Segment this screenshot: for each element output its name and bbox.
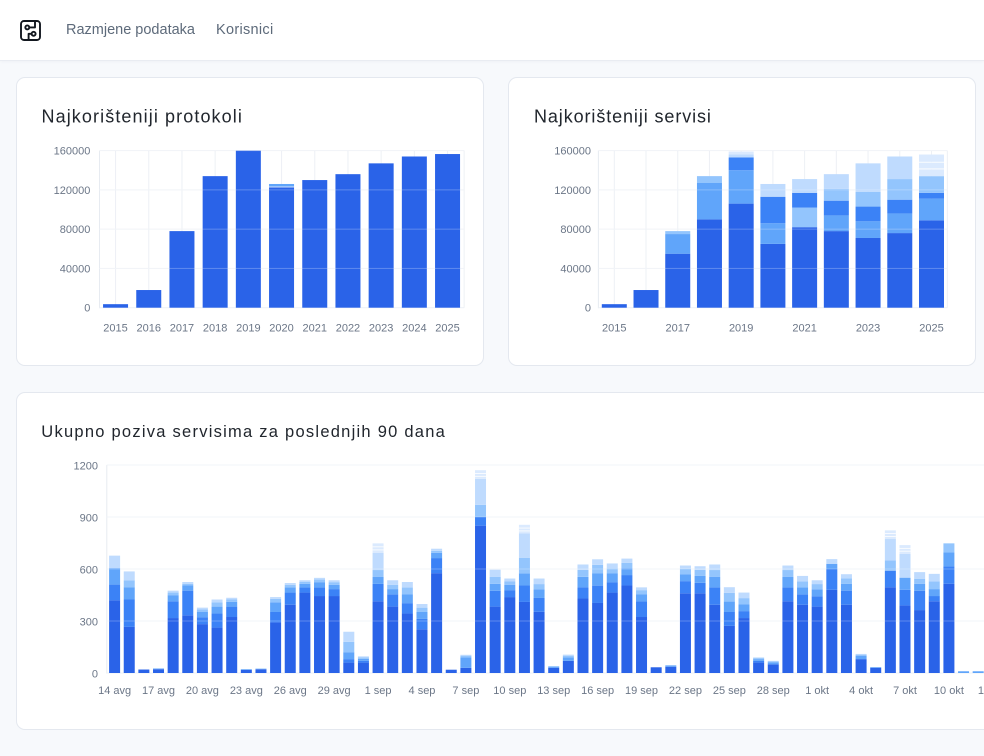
svg-text:2018: 2018 bbox=[203, 323, 227, 335]
svg-text:2019: 2019 bbox=[236, 323, 260, 335]
svg-text:300: 300 bbox=[80, 617, 98, 629]
svg-text:10 sep: 10 sep bbox=[493, 685, 526, 697]
svg-text:2017: 2017 bbox=[170, 323, 194, 335]
svg-text:20 avg: 20 avg bbox=[186, 685, 219, 697]
svg-text:2020: 2020 bbox=[269, 323, 293, 335]
svg-text:22 sep: 22 sep bbox=[669, 685, 702, 697]
svg-text:4 okt: 4 okt bbox=[849, 685, 873, 697]
svg-text:2016: 2016 bbox=[137, 323, 161, 335]
svg-text:2023: 2023 bbox=[369, 323, 393, 335]
svg-text:Ukupno poziva servisima za pos: Ukupno poziva servisima za poslednjih 90… bbox=[41, 423, 446, 441]
svg-text:40000: 40000 bbox=[60, 263, 91, 275]
svg-text:13 okt: 13 okt bbox=[978, 685, 984, 697]
svg-text:160000: 160000 bbox=[554, 146, 591, 158]
svg-text:16 sep: 16 sep bbox=[581, 685, 614, 697]
svg-text:7 sep: 7 sep bbox=[452, 685, 479, 697]
svg-text:600: 600 bbox=[80, 565, 98, 577]
svg-text:Najkorišteniji protokoli: Najkorišteniji protokoli bbox=[42, 106, 243, 126]
svg-text:120000: 120000 bbox=[54, 185, 91, 197]
svg-text:26 avg: 26 avg bbox=[274, 685, 307, 697]
svg-text:80000: 80000 bbox=[560, 224, 591, 236]
svg-text:13 sep: 13 sep bbox=[537, 685, 570, 697]
svg-text:14 avg: 14 avg bbox=[98, 685, 131, 697]
svg-text:900: 900 bbox=[80, 513, 98, 525]
svg-text:2022: 2022 bbox=[336, 323, 360, 335]
svg-text:23 avg: 23 avg bbox=[230, 685, 263, 697]
svg-text:2019: 2019 bbox=[729, 323, 753, 335]
svg-text:29 avg: 29 avg bbox=[318, 685, 351, 697]
svg-text:25 sep: 25 sep bbox=[713, 685, 746, 697]
svg-text:80000: 80000 bbox=[60, 224, 91, 236]
svg-text:Najkorišteniji servisi: Najkorišteniji servisi bbox=[534, 106, 712, 126]
svg-text:2017: 2017 bbox=[665, 323, 689, 335]
svg-text:2024: 2024 bbox=[402, 323, 426, 335]
svg-text:1 okt: 1 okt bbox=[805, 685, 829, 697]
svg-text:40000: 40000 bbox=[560, 263, 591, 275]
svg-text:4 sep: 4 sep bbox=[409, 685, 436, 697]
svg-text:0: 0 bbox=[585, 303, 591, 315]
svg-text:10 okt: 10 okt bbox=[934, 685, 964, 697]
svg-text:28 sep: 28 sep bbox=[757, 685, 790, 697]
svg-text:2015: 2015 bbox=[602, 323, 626, 335]
svg-text:2021: 2021 bbox=[303, 323, 327, 335]
svg-text:2023: 2023 bbox=[856, 323, 880, 335]
svg-text:120000: 120000 bbox=[554, 185, 591, 197]
svg-text:2025: 2025 bbox=[435, 323, 459, 335]
svg-text:17 avg: 17 avg bbox=[142, 685, 175, 697]
svg-text:1200: 1200 bbox=[74, 461, 98, 473]
svg-text:0: 0 bbox=[84, 303, 90, 315]
svg-text:160000: 160000 bbox=[54, 146, 91, 158]
svg-text:7 okt: 7 okt bbox=[893, 685, 917, 697]
svg-text:1 sep: 1 sep bbox=[365, 685, 392, 697]
svg-text:2025: 2025 bbox=[919, 323, 943, 335]
svg-text:2015: 2015 bbox=[103, 323, 127, 335]
svg-text:19 sep: 19 sep bbox=[625, 685, 658, 697]
svg-text:2021: 2021 bbox=[792, 323, 816, 335]
svg-text:0: 0 bbox=[92, 669, 98, 681]
